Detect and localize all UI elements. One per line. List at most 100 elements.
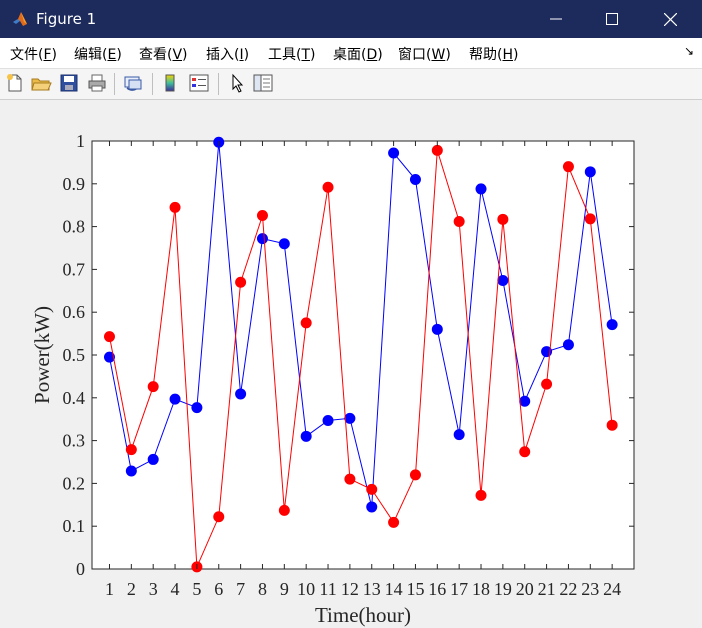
data-point[interactable] bbox=[562, 161, 574, 173]
data-point[interactable] bbox=[388, 516, 400, 528]
x-tick-label: 4 bbox=[171, 579, 180, 599]
property-editor-icon[interactable] bbox=[252, 72, 274, 94]
y-tick-label: 0.5 bbox=[63, 345, 86, 365]
x-tick-label: 12 bbox=[341, 579, 359, 599]
y-tick-label: 0 bbox=[76, 559, 85, 579]
menu-help[interactable]: 帮助(H) bbox=[469, 47, 519, 63]
link-plot-icon[interactable] bbox=[122, 72, 144, 94]
x-tick-label: 3 bbox=[149, 579, 158, 599]
data-point[interactable] bbox=[147, 453, 159, 465]
data-point[interactable] bbox=[431, 144, 443, 156]
x-tick-label: 14 bbox=[385, 579, 403, 599]
data-point[interactable] bbox=[475, 489, 487, 501]
data-point[interactable] bbox=[453, 215, 465, 227]
data-point[interactable] bbox=[235, 276, 247, 288]
window-title: Figure 1 bbox=[36, 10, 97, 28]
data-point[interactable] bbox=[409, 469, 421, 481]
close-button[interactable] bbox=[642, 0, 698, 38]
data-point[interactable] bbox=[497, 213, 509, 225]
series-1[interactable] bbox=[103, 136, 618, 513]
data-point[interactable] bbox=[388, 147, 400, 159]
series-2[interactable] bbox=[103, 144, 618, 573]
matlab-logo-icon bbox=[13, 12, 27, 26]
data-point[interactable] bbox=[519, 395, 531, 407]
data-point[interactable] bbox=[584, 166, 596, 178]
minimize-button[interactable] bbox=[528, 0, 584, 38]
toolbar-separator bbox=[152, 73, 153, 95]
data-point[interactable] bbox=[366, 501, 378, 513]
x-tick-label: 10 bbox=[297, 579, 315, 599]
x-tick-label: 9 bbox=[280, 579, 289, 599]
data-point[interactable] bbox=[541, 346, 553, 358]
legend-icon[interactable] bbox=[188, 72, 210, 94]
maximize-icon bbox=[606, 13, 618, 25]
data-point[interactable] bbox=[475, 183, 487, 195]
data-point[interactable] bbox=[322, 181, 334, 193]
data-point[interactable] bbox=[213, 511, 225, 523]
data-point[interactable] bbox=[256, 233, 268, 245]
menu-desktop[interactable]: 桌面(D) bbox=[333, 47, 383, 63]
menu-view[interactable]: 查看(V) bbox=[139, 47, 188, 63]
data-point[interactable] bbox=[344, 412, 356, 424]
data-point[interactable] bbox=[103, 331, 115, 343]
data-point[interactable] bbox=[606, 319, 618, 331]
data-point[interactable] bbox=[147, 381, 159, 393]
print-icon[interactable] bbox=[86, 72, 108, 94]
data-point[interactable] bbox=[103, 351, 115, 363]
data-point[interactable] bbox=[256, 209, 268, 221]
y-axis-label: Power(kW) bbox=[30, 306, 54, 404]
data-point[interactable] bbox=[169, 201, 181, 213]
x-tick-label: 2 bbox=[127, 579, 136, 599]
data-point[interactable] bbox=[125, 465, 137, 477]
new-figure-icon[interactable] bbox=[4, 72, 26, 94]
x-tick-label: 19 bbox=[494, 579, 512, 599]
x-tick-label: 16 bbox=[428, 579, 446, 599]
title-bar[interactable]: Figure 1 bbox=[0, 0, 702, 38]
data-point[interactable] bbox=[322, 414, 334, 426]
y-tick-label: 0.9 bbox=[63, 174, 86, 194]
x-tick-label: 17 bbox=[450, 579, 468, 599]
data-point[interactable] bbox=[344, 473, 356, 485]
data-point[interactable] bbox=[606, 419, 618, 431]
data-point[interactable] bbox=[235, 388, 247, 400]
data-point[interactable] bbox=[191, 402, 203, 414]
save-icon[interactable] bbox=[58, 72, 80, 94]
data-point[interactable] bbox=[125, 444, 137, 456]
y-tick-label: 0.6 bbox=[63, 302, 86, 322]
data-point[interactable] bbox=[562, 339, 574, 351]
x-tick-label: 24 bbox=[603, 579, 621, 599]
toolbar-separator bbox=[114, 73, 115, 95]
menu-dock-arrow-icon[interactable]: ↘ bbox=[683, 44, 694, 58]
data-point[interactable] bbox=[300, 430, 312, 442]
menu-file[interactable]: 文件(F) bbox=[10, 47, 57, 63]
x-tick-label: 18 bbox=[472, 579, 490, 599]
pointer-icon[interactable] bbox=[226, 72, 248, 94]
data-point[interactable] bbox=[278, 504, 290, 516]
data-point[interactable] bbox=[541, 378, 553, 390]
y-tick-label: 0.1 bbox=[63, 516, 86, 536]
menu-window[interactable]: 窗口(W) bbox=[398, 47, 451, 63]
toolbar bbox=[0, 69, 702, 100]
data-point[interactable] bbox=[366, 483, 378, 495]
x-axis-label: Time(hour) bbox=[315, 603, 411, 627]
open-file-icon[interactable] bbox=[30, 72, 52, 94]
data-point[interactable] bbox=[169, 393, 181, 405]
data-point[interactable] bbox=[278, 238, 290, 250]
menu-tools[interactable]: 工具(T) bbox=[268, 47, 316, 63]
menu-insert[interactable]: 插入(I) bbox=[206, 47, 250, 63]
data-point[interactable] bbox=[453, 429, 465, 441]
data-point[interactable] bbox=[584, 213, 596, 225]
data-point[interactable] bbox=[409, 174, 421, 186]
y-tick-label: 0.7 bbox=[63, 259, 86, 279]
colorbar-icon[interactable] bbox=[160, 72, 182, 94]
x-tick-label: 1 bbox=[105, 579, 114, 599]
data-point[interactable] bbox=[519, 446, 531, 458]
menu-edit[interactable]: 编辑(E) bbox=[74, 47, 122, 63]
data-point[interactable] bbox=[497, 275, 509, 287]
data-point[interactable] bbox=[300, 317, 312, 329]
maximize-button[interactable] bbox=[584, 0, 640, 38]
data-point[interactable] bbox=[431, 323, 443, 335]
